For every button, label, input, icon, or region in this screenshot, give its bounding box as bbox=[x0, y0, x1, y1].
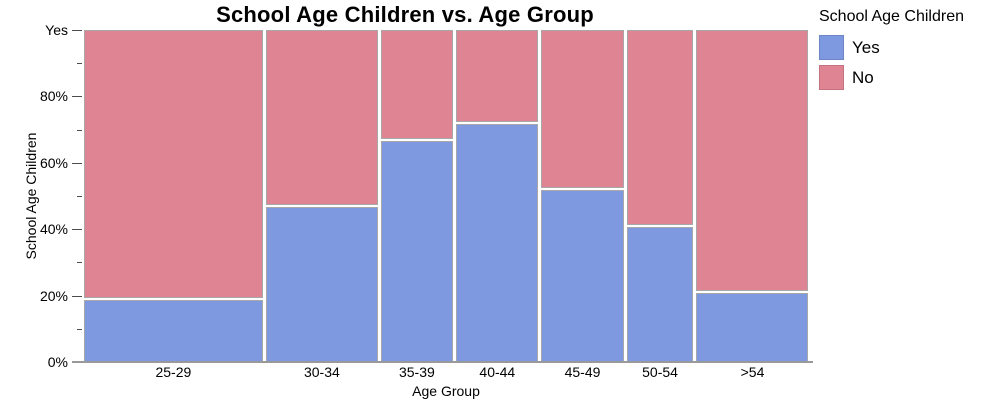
mosaic-column-35-39 bbox=[380, 30, 454, 362]
y-tick-label-80pct: 80% bbox=[39, 88, 68, 105]
segment-yes-50-54[interactable] bbox=[626, 226, 694, 362]
y-tick-label-20pct: 20% bbox=[39, 287, 68, 304]
x-tick-label-30-34: 30-34 bbox=[303, 364, 340, 380]
segment-yes-25-29[interactable] bbox=[83, 299, 264, 362]
segment-yes-40-44[interactable] bbox=[456, 123, 539, 362]
x-axis: 25-29 30-34 35-39 40-44 45-49 50-54 >54 bbox=[82, 364, 810, 382]
segment-no-40-44[interactable] bbox=[456, 30, 539, 122]
y-tick-label-Yes: Yes bbox=[45, 22, 68, 38]
legend-swatch-yes[interactable] bbox=[819, 35, 844, 60]
y-major-tick bbox=[72, 96, 82, 98]
x-axis-title: Age Group bbox=[412, 383, 480, 399]
segment-no-50-54[interactable] bbox=[626, 30, 694, 225]
segment-no-45-49[interactable] bbox=[541, 30, 624, 189]
segment-yes-35-39[interactable] bbox=[380, 140, 454, 362]
x-tick-label->54: >54 bbox=[740, 364, 765, 380]
segment-no-35-39[interactable] bbox=[380, 30, 454, 139]
y-axis: 0% 20% 40% 60% 80% Yes bbox=[0, 22, 82, 370]
mosaic-column-30-34 bbox=[266, 30, 378, 362]
y-minor-tick bbox=[77, 262, 82, 264]
y-major-tick bbox=[72, 162, 82, 164]
segment-no-25-29[interactable] bbox=[83, 30, 264, 298]
y-minor-tick bbox=[77, 129, 82, 131]
legend-label-yes: Yes bbox=[852, 37, 880, 57]
legend-label-no: No bbox=[852, 67, 874, 87]
x-tick-label-40-44: 40-44 bbox=[479, 364, 516, 380]
legend-title: School Age Children bbox=[819, 8, 964, 25]
y-tick-label-40pct: 40% bbox=[39, 221, 68, 238]
y-major-tick bbox=[72, 229, 82, 231]
segment-yes-45-49[interactable] bbox=[541, 190, 624, 362]
x-tick-label-25-29: 25-29 bbox=[155, 364, 192, 380]
mosaic-column-45-49 bbox=[541, 30, 624, 362]
segment-yes->54[interactable] bbox=[696, 293, 809, 362]
mosaic-column-50-54 bbox=[626, 30, 694, 362]
legend-row-yes[interactable]: Yes bbox=[819, 35, 964, 60]
legend-row-no[interactable]: No bbox=[819, 65, 964, 90]
x-axis-line bbox=[72, 361, 813, 363]
chart-title: School Age Children vs. Age Group bbox=[216, 2, 594, 27]
y-major-tick bbox=[72, 30, 82, 31]
y-minor-tick bbox=[77, 63, 82, 65]
y-minor-tick bbox=[77, 196, 82, 197]
y-tick-label-60pct: 60% bbox=[39, 154, 68, 171]
mosaic-column-25-29 bbox=[83, 30, 264, 362]
legend-entries: Yes No bbox=[819, 35, 964, 90]
y-tick-label-0pct: 0% bbox=[47, 354, 68, 370]
mosaic-plot-area bbox=[82, 30, 810, 362]
legend-swatch-no[interactable] bbox=[819, 65, 844, 90]
mosaic-column->54 bbox=[696, 30, 809, 362]
x-tick-label-50-54: 50-54 bbox=[642, 364, 678, 380]
mosaic-column-40-44 bbox=[456, 30, 539, 362]
y-minor-tick bbox=[77, 328, 82, 330]
segment-no-30-34[interactable] bbox=[266, 30, 378, 205]
legend: School Age Children Yes No bbox=[819, 8, 964, 95]
x-tick-label-35-39: 35-39 bbox=[398, 364, 435, 380]
y-major-tick bbox=[72, 295, 82, 297]
x-tick-label-45-49: 45-49 bbox=[564, 364, 601, 380]
segment-no->54[interactable] bbox=[696, 30, 809, 292]
segment-yes-30-34[interactable] bbox=[266, 206, 378, 362]
